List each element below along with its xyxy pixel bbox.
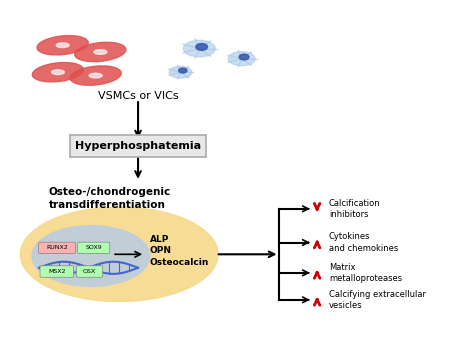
Ellipse shape [179,68,187,73]
Ellipse shape [228,52,255,66]
Ellipse shape [94,50,107,54]
Ellipse shape [183,40,215,57]
Text: Matrix
metalloproteases: Matrix metalloproteases [329,263,402,283]
FancyBboxPatch shape [76,266,103,277]
Ellipse shape [52,70,64,74]
Ellipse shape [37,36,88,55]
Text: VSMCs or VICs: VSMCs or VICs [98,91,178,101]
Text: Osteocalcin: Osteocalcin [150,258,209,267]
Ellipse shape [32,63,83,82]
Text: OPN: OPN [150,246,172,255]
Ellipse shape [239,54,249,60]
Text: Osteo-/chondrogenic
transdifferentiation: Osteo-/chondrogenic transdifferentiation [48,187,171,210]
Ellipse shape [20,207,218,302]
Text: Hyperphosphatemia: Hyperphosphatemia [75,140,201,151]
Text: RUNX2: RUNX2 [46,245,68,250]
Text: Calcification
inhibitors: Calcification inhibitors [329,199,381,219]
Ellipse shape [196,44,208,50]
FancyBboxPatch shape [40,266,73,277]
FancyBboxPatch shape [78,242,110,254]
Ellipse shape [169,66,192,78]
Ellipse shape [32,226,150,286]
Text: ALP: ALP [150,235,169,244]
Ellipse shape [70,66,121,85]
Ellipse shape [89,73,102,78]
FancyBboxPatch shape [38,242,75,254]
Text: Cytokines
and chemokines: Cytokines and chemokines [329,233,398,253]
Text: SOX9: SOX9 [85,245,102,250]
Text: OSX: OSX [83,269,96,274]
Ellipse shape [56,43,69,48]
FancyBboxPatch shape [70,135,206,156]
Text: Calcifying extracellular
vesicles: Calcifying extracellular vesicles [329,290,426,310]
Text: MSX2: MSX2 [48,269,65,274]
Ellipse shape [75,42,126,62]
